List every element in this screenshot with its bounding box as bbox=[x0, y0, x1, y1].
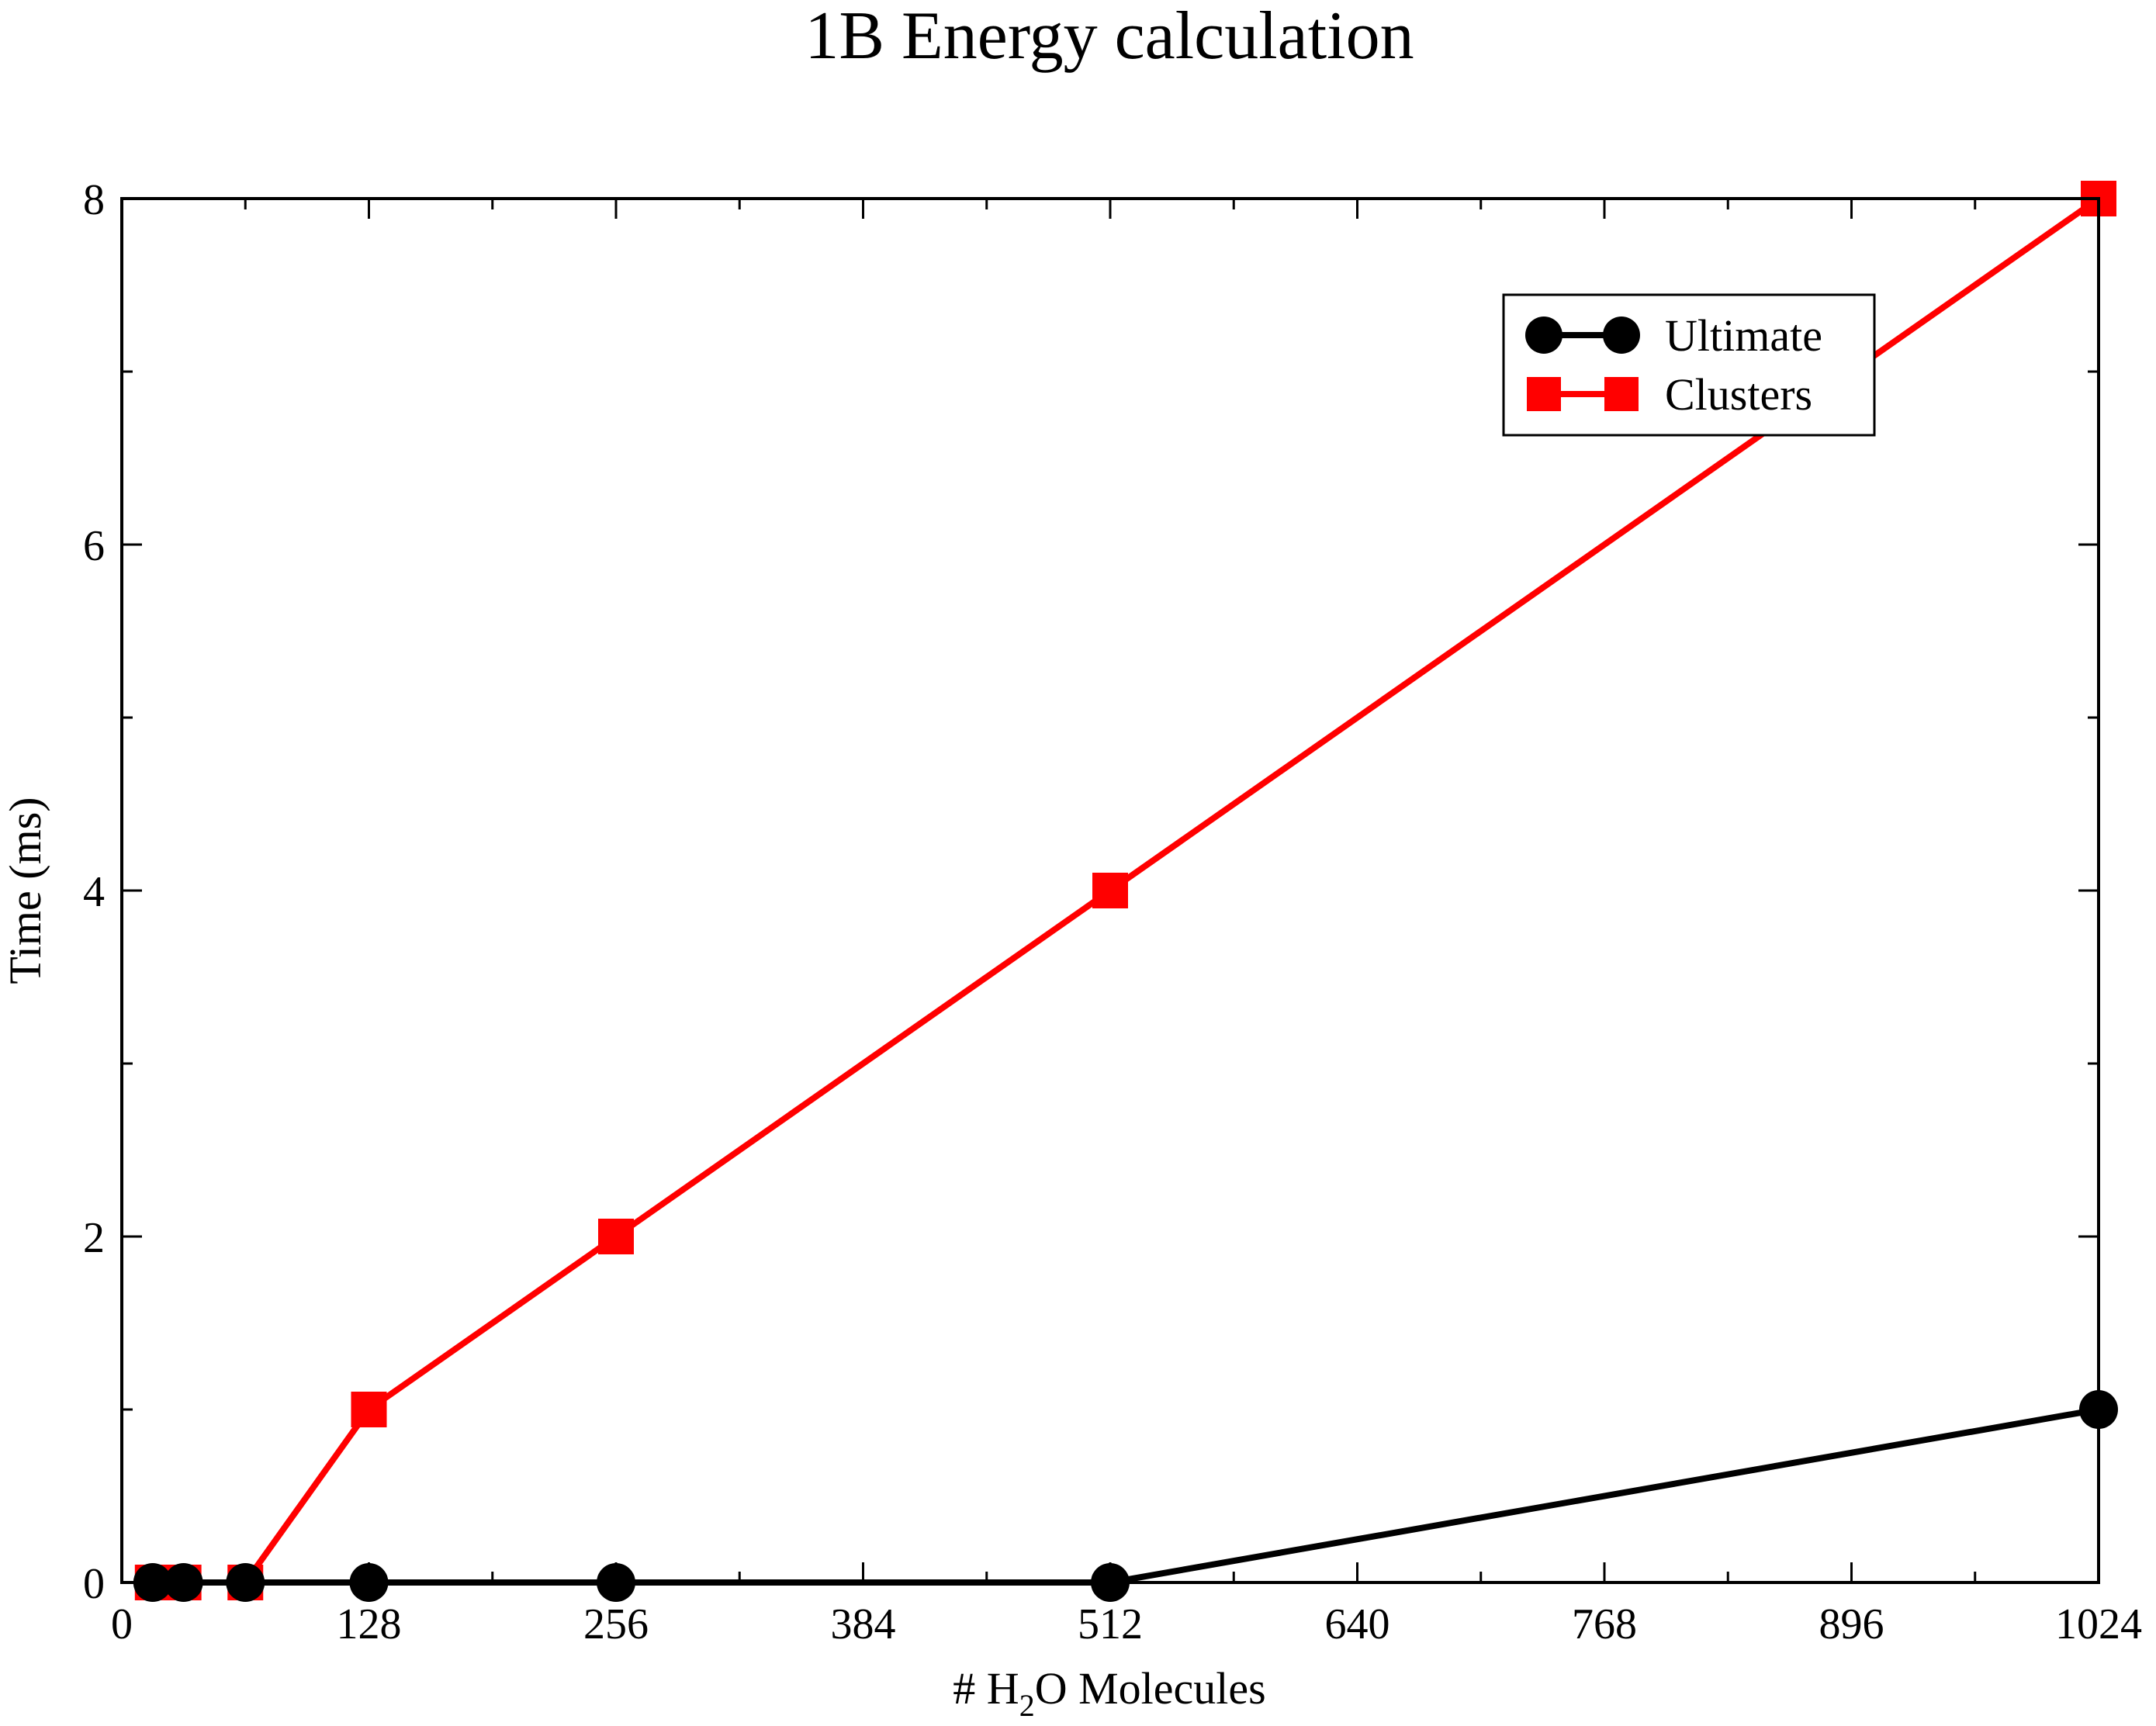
data-point-clusters bbox=[1092, 873, 1128, 908]
legend-marker-ultimate bbox=[1603, 316, 1640, 354]
x-tick-label: 1024 bbox=[2055, 1600, 2142, 1648]
x-tick-label: 384 bbox=[831, 1600, 896, 1648]
y-tick-label: 6 bbox=[83, 522, 105, 570]
legend: Ultimate Clusters bbox=[1502, 293, 1876, 437]
legend-box bbox=[1502, 293, 1876, 437]
data-point-clusters bbox=[351, 1392, 387, 1427]
chart-title: 1B Energy calculation bbox=[805, 0, 1414, 74]
data-point-clusters bbox=[598, 1219, 634, 1254]
x-tick-label: 256 bbox=[583, 1600, 649, 1648]
x-tick-label: 512 bbox=[1078, 1600, 1143, 1648]
legend-marker-ultimate bbox=[1525, 316, 1562, 354]
x-axis-label-sub: 2 bbox=[1019, 1688, 1035, 1723]
y-axis-label: Time (ms) bbox=[0, 797, 50, 984]
x-tick-label: 896 bbox=[1819, 1600, 1884, 1648]
x-tick-label: 768 bbox=[1572, 1600, 1637, 1648]
y-tick-label: 0 bbox=[83, 1560, 105, 1608]
x-tick-label: 640 bbox=[1325, 1600, 1390, 1648]
legend-marker-clusters bbox=[1604, 377, 1639, 411]
legend-marker-clusters bbox=[1527, 377, 1561, 411]
y-tick-label: 4 bbox=[83, 868, 105, 916]
x-tick-label: 0 bbox=[111, 1600, 133, 1648]
legend-label-clusters: Clusters bbox=[1665, 369, 1812, 420]
x-tick-label: 128 bbox=[337, 1600, 402, 1648]
x-axis-label-post: O Molecules bbox=[1035, 1663, 1266, 1714]
plot-frame bbox=[120, 197, 2100, 1584]
series-line-ultimate bbox=[152, 1406, 2099, 1586]
x-axis-label: # H2O Molecules bbox=[953, 1663, 1265, 1723]
x-axis-label-pre: # H bbox=[953, 1663, 1019, 1714]
legend-label-ultimate: Ultimate bbox=[1665, 310, 1822, 361]
y-tick-label: 2 bbox=[83, 1214, 105, 1262]
y-tick-label: 8 bbox=[83, 176, 105, 224]
axis-ticks: 0 128 256 384 512 640 768 896 1024 0 2 4 6 8 bbox=[83, 176, 2142, 1648]
